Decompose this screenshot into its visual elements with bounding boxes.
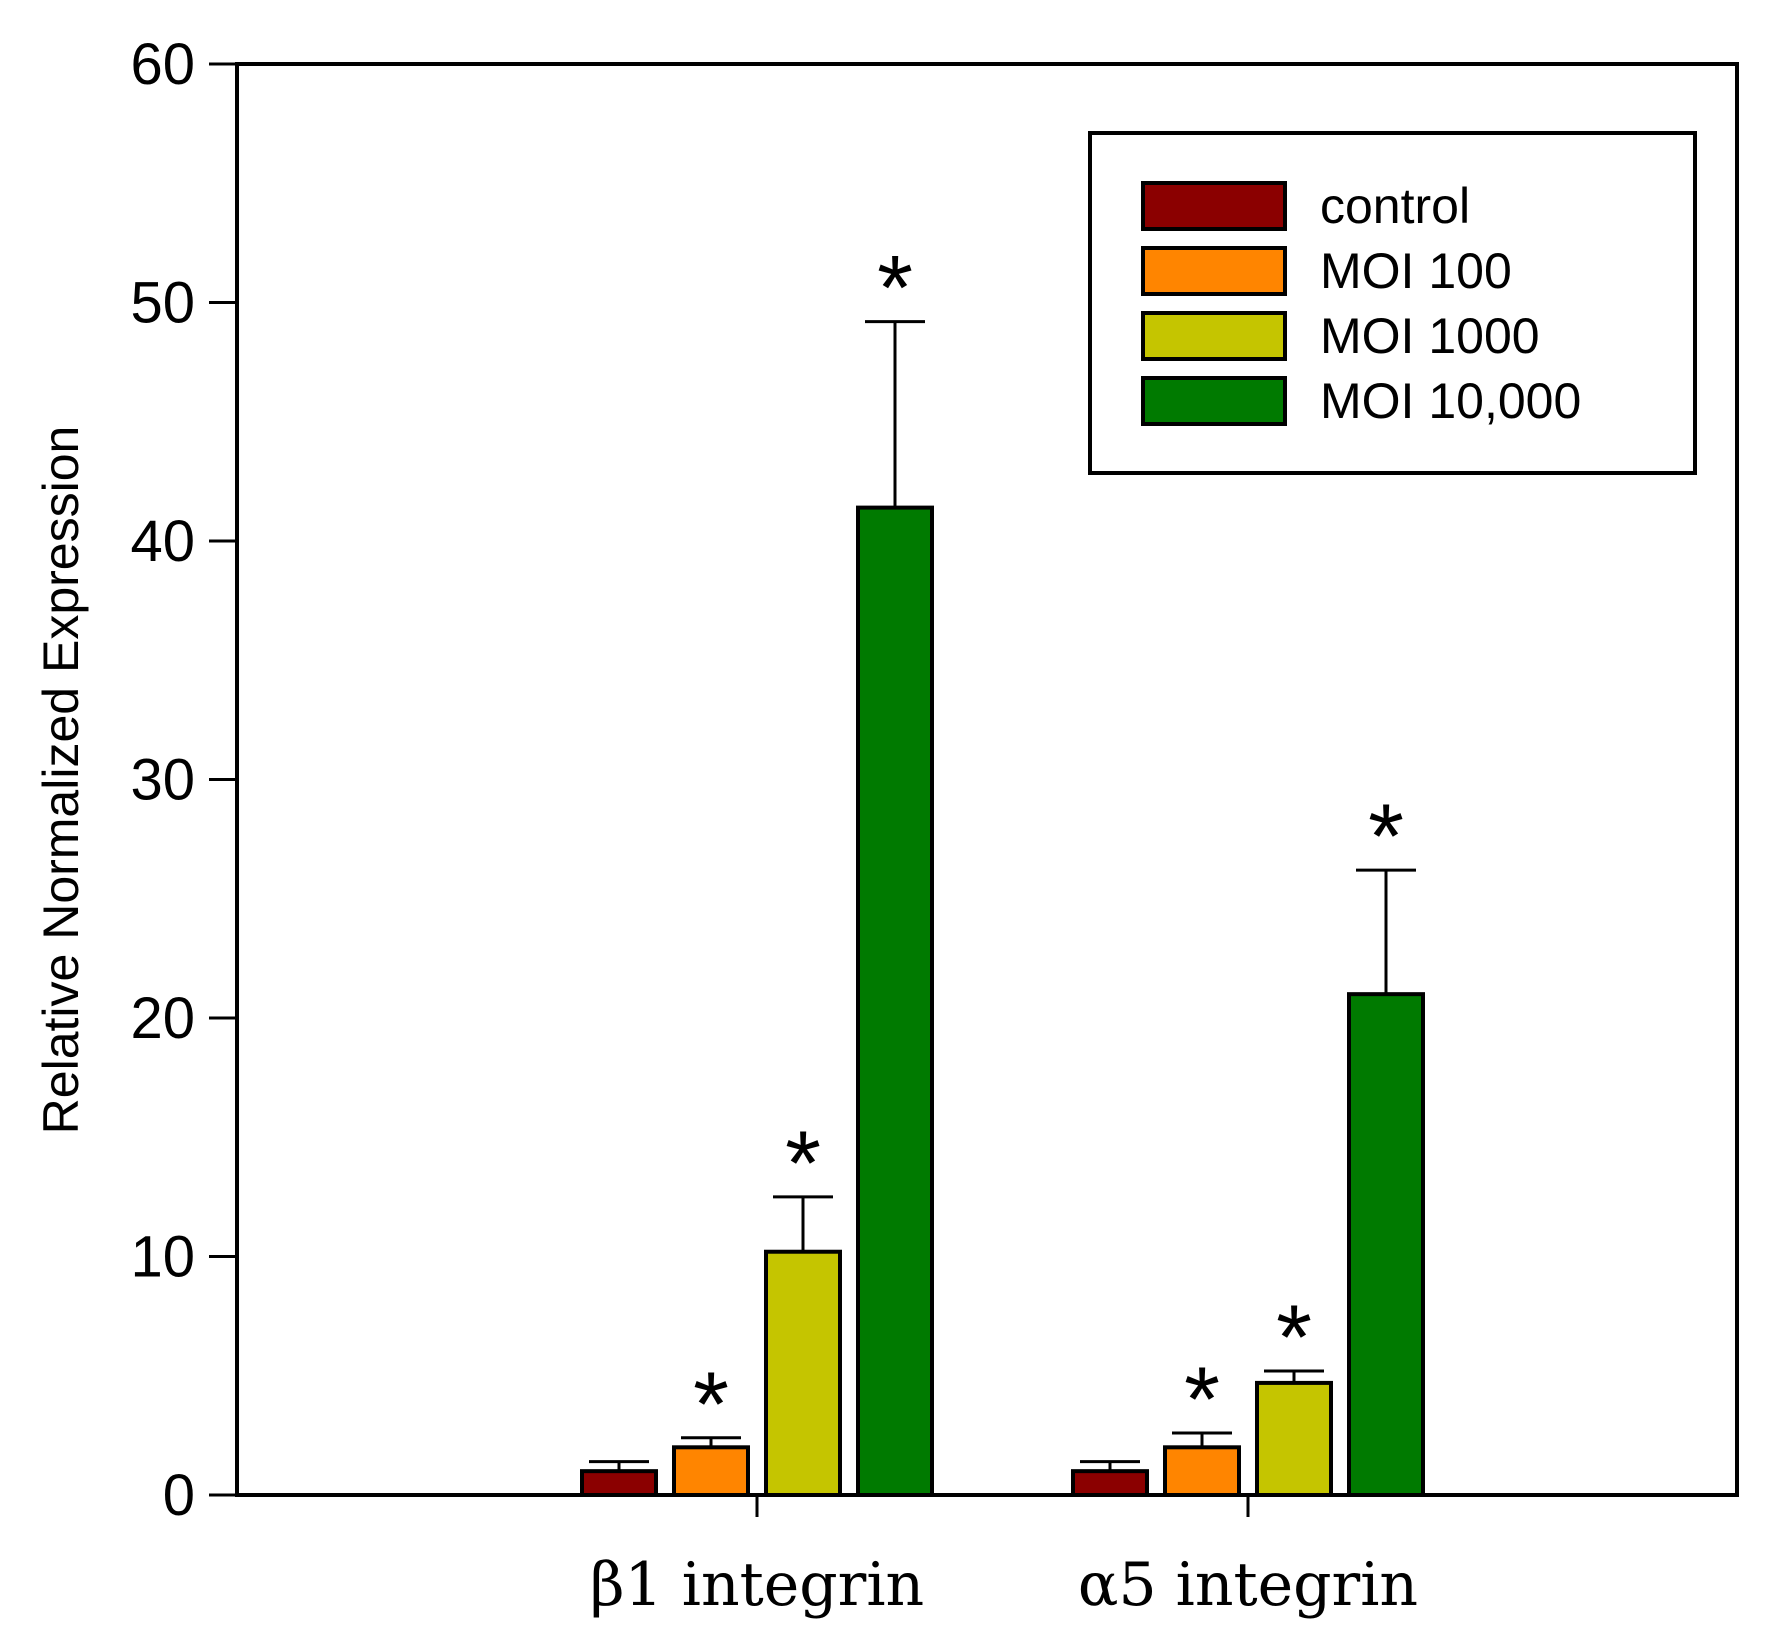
x-axis: β1 integrin α5 integrin [590,1495,1418,1620]
y-axis: 0 10 20 30 40 50 60 [130,32,237,1528]
legend-label: MOI 10,000 [1320,373,1581,429]
legend-swatch [1141,311,1287,361]
bar [764,1249,842,1497]
legend: control MOI 100 MOI 1000 MOI 10,000 [1088,131,1697,475]
y-tick-label: 30 [130,748,195,813]
bar [1255,1380,1333,1498]
x-tick-label: β1 integrin [590,1550,924,1620]
y-tick-label: 50 [130,271,195,336]
bar [1163,1445,1241,1498]
y-tick-label: 0 [163,1463,195,1528]
legend-label: MOI 100 [1320,243,1512,299]
significance-marker: * [693,1354,729,1456]
legend-swatch [1141,246,1287,296]
y-tick-label: 20 [130,986,195,1051]
bar [856,505,934,1497]
bar-series: * * * * * * [580,238,1425,1498]
y-axis-label: Relative Normalized Expression [33,426,89,1135]
y-tick-label: 10 [130,1225,195,1290]
significance-marker: * [1276,1287,1312,1389]
significance-marker: * [1184,1349,1220,1451]
legend-swatch [1141,181,1287,231]
significance-marker: * [785,1113,821,1215]
legend-label: control [1320,178,1470,234]
y-tick-label: 40 [130,509,195,574]
y-tick-label: 60 [130,32,195,97]
bar [580,1469,658,1498]
bar [1347,992,1425,1498]
significance-marker: * [1368,786,1404,888]
bar [1071,1469,1149,1498]
x-tick-label: α5 integrin [1078,1550,1418,1620]
legend-label: MOI 1000 [1320,308,1540,364]
bar [672,1445,750,1498]
significance-marker: * [877,238,913,340]
legend-swatch [1141,376,1287,426]
